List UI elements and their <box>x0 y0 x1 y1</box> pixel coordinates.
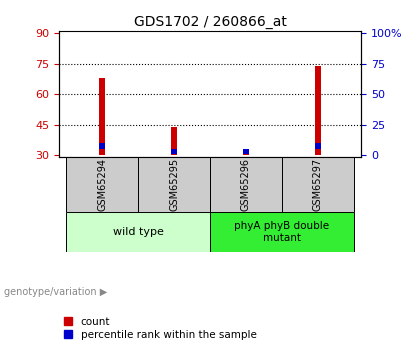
FancyBboxPatch shape <box>66 213 210 252</box>
Text: GSM65296: GSM65296 <box>241 158 251 211</box>
Bar <box>171 149 177 154</box>
FancyBboxPatch shape <box>210 157 282 213</box>
FancyBboxPatch shape <box>66 157 138 213</box>
Bar <box>171 127 177 155</box>
FancyBboxPatch shape <box>138 157 210 213</box>
Title: GDS1702 / 260866_at: GDS1702 / 260866_at <box>134 14 286 29</box>
Bar <box>99 78 105 155</box>
Bar <box>243 149 249 154</box>
Text: genotype/variation ▶: genotype/variation ▶ <box>4 287 108 296</box>
Text: wild type: wild type <box>113 227 163 237</box>
Bar <box>99 143 105 149</box>
Bar <box>243 149 249 155</box>
FancyBboxPatch shape <box>210 213 354 252</box>
Bar <box>315 66 321 155</box>
Text: GSM65295: GSM65295 <box>169 158 179 211</box>
Legend: count, percentile rank within the sample: count, percentile rank within the sample <box>64 317 257 340</box>
FancyBboxPatch shape <box>282 157 354 213</box>
Text: GSM65294: GSM65294 <box>97 158 107 211</box>
Bar <box>315 143 321 149</box>
Text: GSM65297: GSM65297 <box>313 158 323 211</box>
Text: phyA phyB double
mutant: phyA phyB double mutant <box>234 221 330 243</box>
